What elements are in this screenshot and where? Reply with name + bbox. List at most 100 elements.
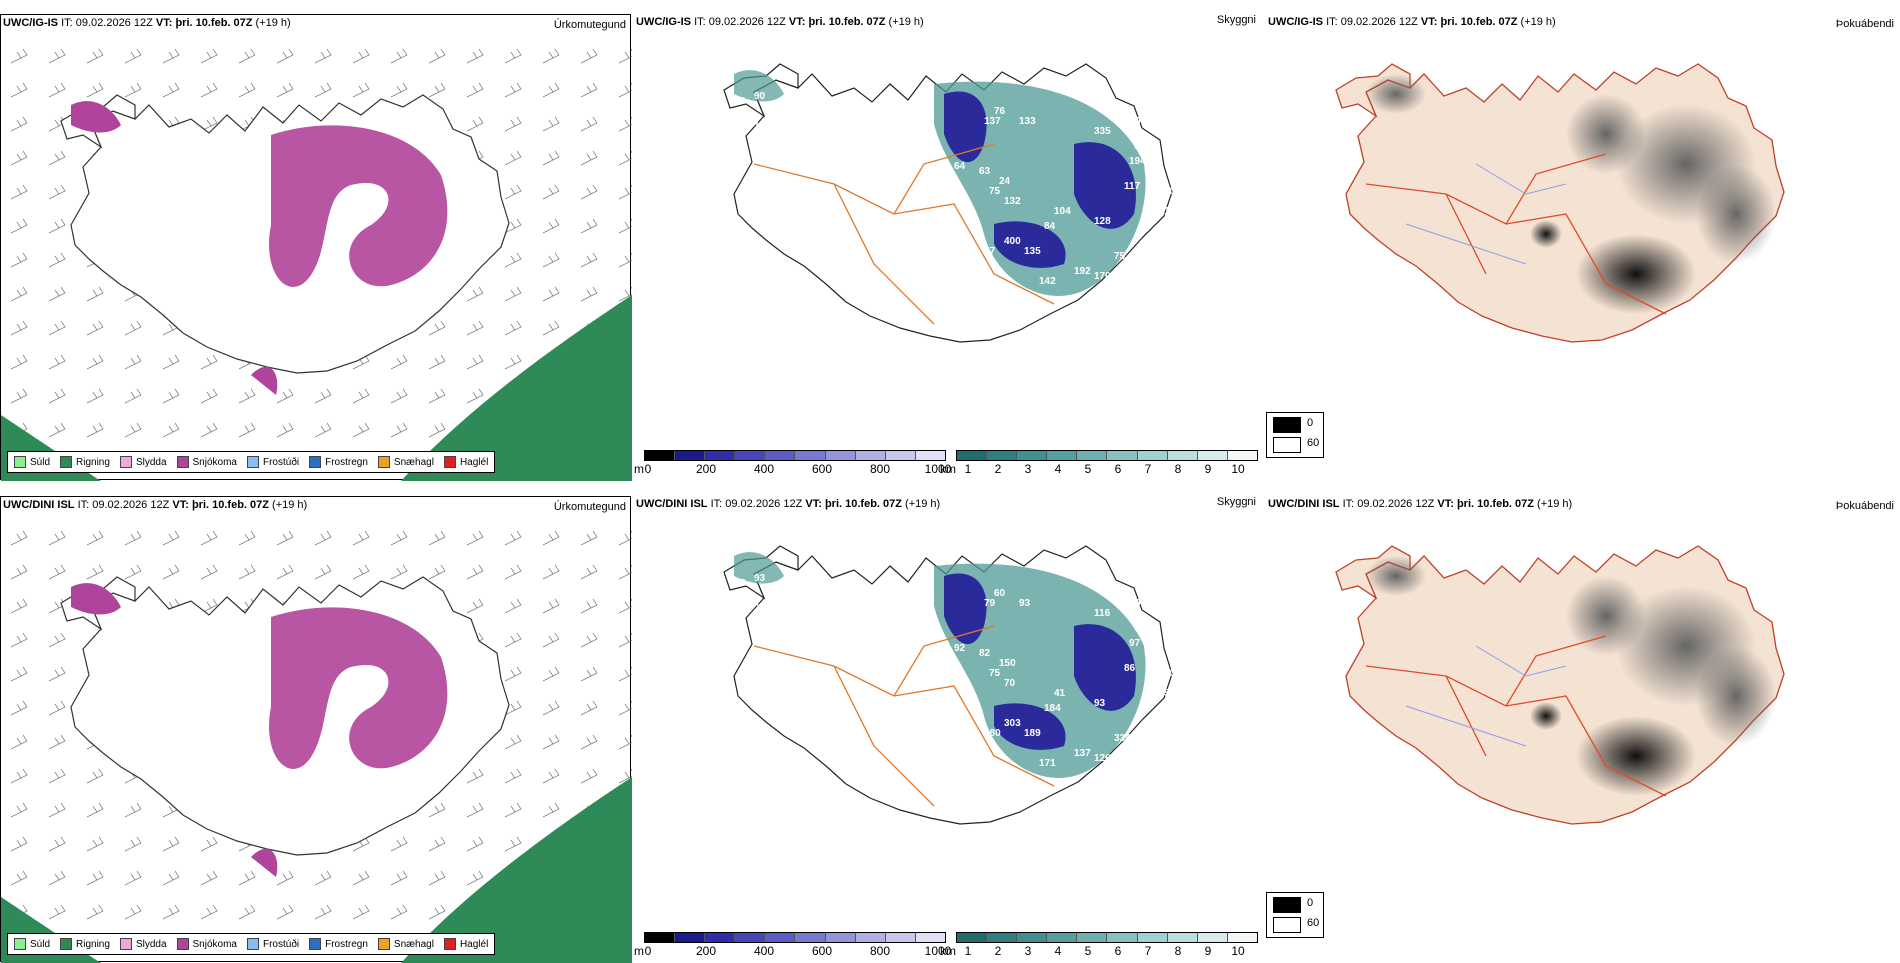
ceiling-tick: 800 <box>869 462 891 476</box>
low-cloud-area <box>1074 142 1136 229</box>
fog-legend-swatch <box>1273 437 1301 453</box>
lead-time: (+19 h) <box>1537 498 1573 510</box>
ceiling-value: 14 <box>769 126 781 137</box>
snow-area <box>269 607 448 769</box>
ceiling-value: 153 <box>1164 206 1181 217</box>
ceiling-value: 96 <box>1144 166 1156 177</box>
ceiling-tick: 0 <box>644 462 652 476</box>
visibility-tick: 6 <box>1114 462 1122 476</box>
model-name: UWC/IG-IS <box>3 17 58 29</box>
visibility-unit: km <box>940 462 956 476</box>
ceiling-value: 296 <box>754 603 771 614</box>
ceiling-tick: 200 <box>695 944 717 958</box>
panel-header: UWC/DINI ISL IT: 09.02.2026 12Z VT: þri.… <box>636 498 940 510</box>
visibility-tick: 6 <box>1114 944 1122 958</box>
valid-time: þri. 10.feb. 07Z <box>1440 16 1518 28</box>
legend-label: Rigning <box>76 456 110 468</box>
ceiling-value: 129 <box>729 96 746 107</box>
it-label: IT: <box>710 498 723 510</box>
ceiling-value: 277 <box>1064 341 1081 352</box>
visibility-area <box>934 81 1146 296</box>
ceiling-colorbar-strip <box>644 450 946 461</box>
ceiling-value: 137 <box>984 116 1001 127</box>
legend-item: Snjókoma <box>176 456 237 468</box>
panel-header: UWC/IG-IS IT: 09.02.2026 12Z VT: þri. 10… <box>3 17 291 29</box>
legend-label: Slydda <box>135 938 167 950</box>
ceiling-value: 63 <box>979 166 991 177</box>
panel-title: Úrkomutegund <box>553 19 626 31</box>
legend-swatch <box>14 938 26 950</box>
model-name: UWC/DINI ISL <box>636 498 708 510</box>
panel-title: Skyggni <box>1216 496 1256 508</box>
legend-swatch <box>443 938 456 950</box>
ceiling-colorbar: m 0 200 400 600 800 1000 <box>634 450 954 480</box>
legend-swatch <box>377 938 390 950</box>
rivers <box>1405 163 1567 265</box>
vt-label: VT: <box>172 499 189 511</box>
ceiling-value: 60 <box>994 588 1006 599</box>
visibility-tick: 4 <box>1054 462 1062 476</box>
ceiling-value: 92 <box>1179 256 1191 267</box>
panel-title: Úrkomutegund <box>553 501 626 513</box>
ceiling-value: 107 <box>1194 196 1211 207</box>
ceiling-value: 335 <box>1094 126 1111 137</box>
ceiling-visibility-panel: 108 93 92 82 79 75 150 70 69 380 303 171 137 126 189 18… <box>634 496 1264 962</box>
ceiling-tick: 1000 <box>924 462 952 476</box>
legend-label: Slydda <box>135 456 167 468</box>
legend-swatch <box>246 938 259 950</box>
legend-label: Snæhagl <box>393 938 434 950</box>
ceiling-value: 86 <box>1124 663 1136 674</box>
legend-label: Frostúði <box>262 938 300 950</box>
issue-time: 09.02.2026 12Z <box>1340 16 1418 28</box>
ceiling-value: 410 <box>1054 793 1071 804</box>
ceiling-value: 171 <box>1039 758 1056 769</box>
vt-label: VT: <box>788 16 806 28</box>
ceiling-value: 82 <box>979 648 991 659</box>
snow-area <box>269 125 448 287</box>
ceiling-value: 97 <box>1129 638 1141 649</box>
ceiling-tick: 600 <box>811 944 833 958</box>
it-label: IT: <box>1326 16 1338 28</box>
fog-index-panel: UWC/IG-IS IT: 09.02.2026 12Z VT: þri. 10… <box>1266 14 1900 480</box>
low-cloud-area <box>994 703 1066 750</box>
ceiling-value: 93 <box>1094 698 1106 709</box>
ceiling-value: 132 <box>1004 196 1021 207</box>
ceiling-value: 64 <box>1179 738 1191 749</box>
ceiling-value: 79 <box>984 598 996 609</box>
ceiling-value: 41 <box>1054 688 1066 699</box>
fog-area <box>1576 234 1696 314</box>
legend-item: Rigning <box>60 938 110 950</box>
ceiling-value: 209 <box>1124 598 1141 609</box>
ceiling-value: 90 <box>754 91 766 102</box>
low-cloud-area <box>944 91 987 163</box>
legend-label: Súld <box>30 938 51 950</box>
legend-label: Haglél <box>459 938 489 950</box>
fog-index-map <box>1335 63 1785 343</box>
lead-time: (+19 h) <box>905 498 941 510</box>
ceiling-value: 560 <box>1054 311 1071 322</box>
ceiling-value: 400 <box>1004 236 1021 247</box>
visibility-tick: 3 <box>1024 462 1032 476</box>
model-name: UWC/DINI ISL <box>3 499 75 511</box>
ceiling-value: 380 <box>984 728 1001 739</box>
ceiling-value: 126 <box>1094 753 1111 764</box>
roads <box>753 625 1055 807</box>
ceiling-value: 52 <box>1164 688 1176 699</box>
visibility-colorbar-strip <box>956 450 1258 461</box>
fog-legend-swatch <box>1273 417 1301 433</box>
panel-title: Þokuábendi <box>1835 500 1894 512</box>
legend-item: Súld <box>14 938 50 950</box>
ceiling-visibility-panel: 129 90 64 63 137 75 24 132 76 77 400 142 192 170 135 84… <box>634 14 1264 480</box>
legend-label: Snjókoma <box>192 938 237 950</box>
ceiling-value: 103 <box>1144 276 1161 287</box>
it-label: IT: <box>61 17 73 29</box>
rain-area <box>401 295 632 481</box>
ceiling-value: 184 <box>1044 703 1061 714</box>
precip-legend: Súld Rigning Slydda Snjókoma Frostúði Fr… <box>7 933 496 955</box>
low-cloud-area <box>1074 624 1136 711</box>
fog-legend: 0 60 <box>1266 412 1324 458</box>
panel-title: Skyggni <box>1216 14 1256 26</box>
lead-time: (+19 h) <box>255 17 291 29</box>
ceiling-value: 300 <box>1124 116 1141 127</box>
